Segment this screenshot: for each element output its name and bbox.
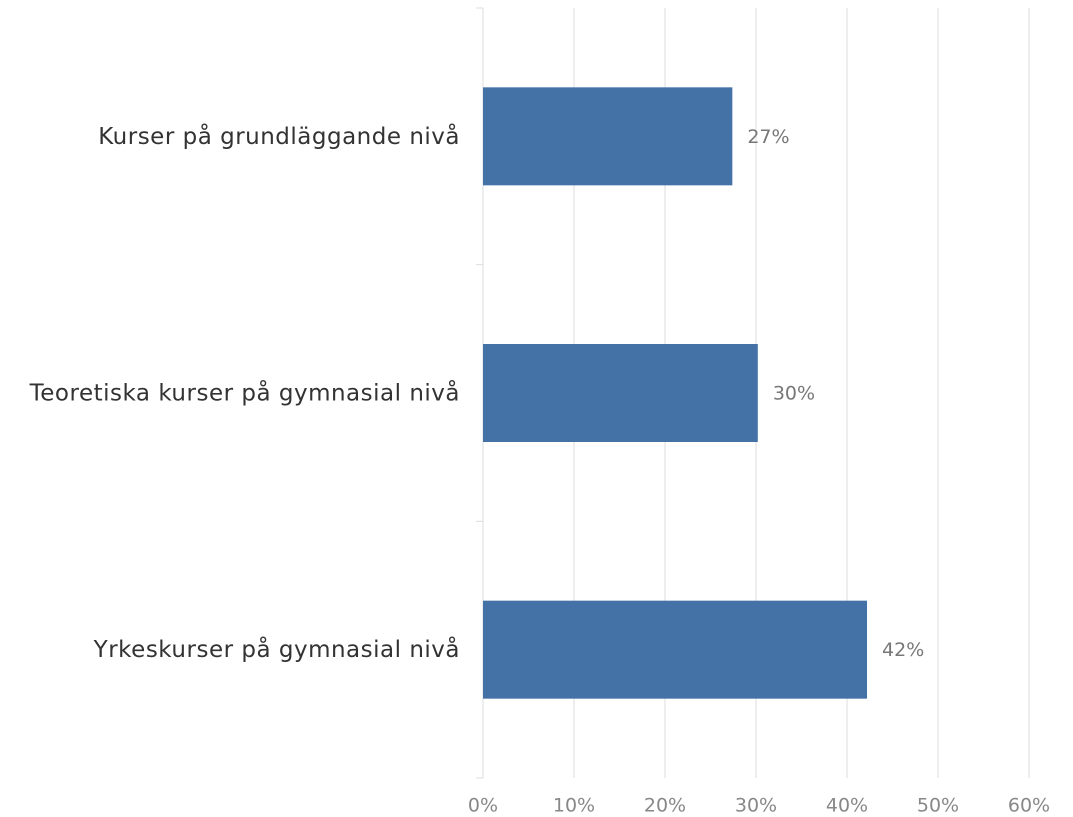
value-label: 27% [747, 126, 789, 148]
x-tick-label: 10% [553, 795, 595, 817]
x-tick-label: 40% [826, 795, 868, 817]
x-tick-label: 30% [735, 795, 777, 817]
bar [483, 600, 868, 699]
value-label: 42% [882, 639, 924, 661]
value-label: 30% [773, 383, 815, 405]
y-tick-label: Kurser på grundläggande nivå [98, 122, 460, 150]
y-tick-label: Yrkeskurser på gymnasial nivå [93, 635, 460, 663]
x-tick-label: 60% [1008, 795, 1050, 817]
bar [483, 87, 733, 186]
x-tick-label: 0% [468, 795, 498, 817]
x-tick-label: 50% [917, 795, 959, 817]
bar [483, 344, 758, 442]
y-tick-label: Teoretiska kurser på gymnasial nivå [29, 379, 460, 407]
x-tick-label: 20% [644, 795, 686, 817]
